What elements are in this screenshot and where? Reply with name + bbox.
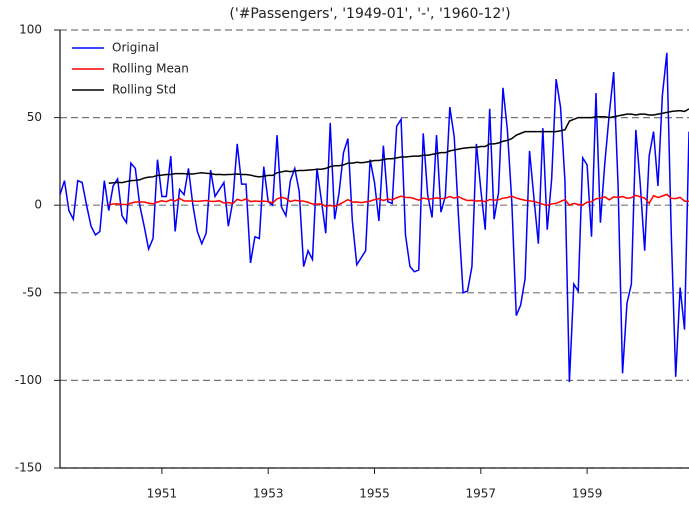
y-tick-label: 50 [27, 110, 42, 124]
legend-label: Rolling Std [112, 83, 176, 97]
x-tick-label: 1951 [147, 487, 178, 501]
x-tick-label: 1957 [466, 487, 497, 501]
x-tick-label: 1953 [253, 487, 284, 501]
x-tick-label: 1959 [572, 487, 603, 501]
series-line [108, 108, 689, 185]
legend-label: Rolling Mean [112, 62, 189, 76]
y-tick-label: -50 [22, 285, 42, 299]
chart-title: ('#Passengers', '1949-01', '-', '1960-12… [229, 6, 510, 22]
legend-label: Original [112, 41, 159, 55]
y-tick-label: 0 [34, 198, 42, 212]
series-line [59, 52, 689, 383]
y-tick-label: 100 [19, 23, 42, 37]
y-tick-label: -150 [15, 461, 42, 475]
y-tick-label: -100 [15, 373, 42, 387]
series-line [108, 193, 689, 208]
x-tick-label: 1955 [359, 487, 390, 501]
